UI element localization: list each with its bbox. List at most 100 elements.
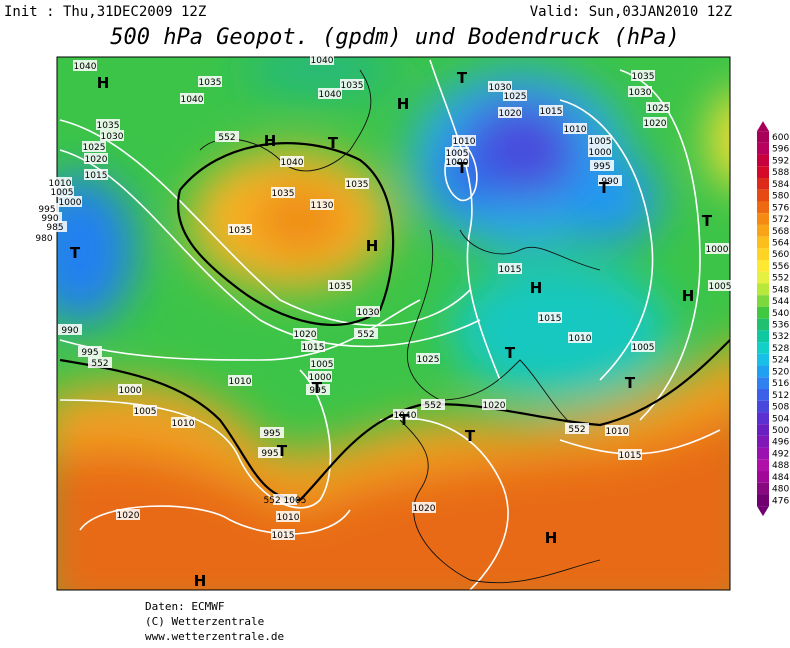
label-box (708, 280, 732, 291)
label-box (228, 224, 252, 235)
label-box (345, 178, 369, 189)
isobar-label: 1040 (319, 90, 342, 100)
label-box (198, 76, 222, 87)
isobar-label: 1010 (172, 419, 195, 429)
init-time: Init : Thu,31DEC2009 12Z (4, 4, 206, 20)
isobars (59, 59, 721, 590)
label-box (228, 375, 252, 386)
label-box (310, 358, 334, 369)
pressure-center: T (277, 442, 288, 460)
label-box (482, 399, 506, 410)
pressure-center: T (702, 212, 713, 230)
isobar-label: 1030 (489, 83, 512, 93)
isobar-label: 990 (61, 326, 78, 336)
label-box (445, 156, 469, 167)
isobar-label: 1035 (346, 180, 369, 190)
isobar-label: 995 (38, 205, 55, 215)
colorbar-label: 560 (772, 250, 789, 260)
colorbar-label: 592 (772, 156, 789, 166)
isobar-label: 1000 (59, 198, 82, 208)
label-box (118, 384, 142, 395)
isobar-label: 1010 (569, 334, 592, 344)
isobar-label: 1015 (302, 343, 325, 353)
label-box (646, 102, 670, 113)
label-box (276, 511, 300, 522)
label-box (631, 341, 655, 352)
isobar-label: 1040 (74, 62, 97, 72)
label-box (96, 119, 120, 130)
colorbar-swatch (757, 447, 769, 460)
colorbar-top-arrow (757, 121, 769, 132)
label-box (310, 199, 334, 210)
colorbar-swatch (757, 213, 769, 225)
colorbar-label: 556 (772, 262, 789, 272)
isobar-label: 1000 (309, 373, 332, 383)
label-box (273, 494, 297, 505)
colorbar-label: 600 (772, 133, 789, 143)
colorbar-label: 524 (772, 356, 789, 366)
label-box (328, 280, 352, 291)
isobar-label: 1005 (134, 407, 157, 417)
colorbar-swatch (757, 342, 769, 354)
label-box (43, 221, 67, 232)
colorbar-label: 520 (772, 367, 789, 377)
isobar-label: 1020 (294, 330, 317, 340)
isobar-label: 1015 (619, 451, 642, 461)
pressure-center: H (397, 95, 410, 113)
label-box (445, 147, 469, 158)
isobar-label: 1010 (229, 377, 252, 387)
footer-source: Daten: ECMWF (145, 600, 224, 613)
isobar-label: 1015 (499, 265, 522, 275)
label-box (310, 54, 334, 65)
isobar-label: 552 1005 (264, 496, 307, 506)
label-box (293, 328, 317, 339)
pressure-center: T (465, 427, 476, 445)
isobar-label: 1025 (647, 104, 670, 114)
isobar-label: 1035 (341, 81, 364, 91)
isobar-label: 552 (357, 330, 374, 340)
colorbar-label: 580 (772, 192, 789, 202)
pressure-center: T (70, 244, 81, 262)
title: 500 hPa Geopot. (gpdm) und Bodendruck (h… (110, 25, 680, 50)
label-box (416, 353, 440, 364)
isobar-label: 1015 (272, 531, 295, 541)
height-field (57, 57, 730, 590)
colorbar-swatch (757, 318, 769, 331)
isobar-label: 1040 (311, 56, 334, 66)
colorbar-swatch (757, 424, 769, 436)
isobar-label: 1030 (101, 132, 124, 142)
label-box (538, 312, 562, 323)
colorbar-swatch (757, 283, 769, 296)
isobar-label: 995 (309, 386, 326, 396)
isobar-label: 552 (424, 401, 441, 411)
isobar-label: 1020 (117, 511, 140, 521)
label-box (488, 81, 512, 92)
colorbar-label: 596 (772, 145, 789, 155)
isobar-label: 1010 (277, 513, 300, 523)
isobar-label: 990 (601, 177, 618, 187)
colorbar-bottom-arrow (757, 506, 769, 517)
isobar-label: 1005 (446, 149, 469, 159)
label-box (568, 332, 592, 343)
isobar-label: 1040 (394, 411, 417, 421)
label-box (588, 146, 612, 157)
isobar-label: 1000 (589, 148, 612, 158)
label-box (565, 423, 589, 434)
isobar-label: 1025 (417, 355, 440, 365)
colorbar-swatch (757, 400, 769, 413)
pressure-center: H (545, 529, 558, 547)
colorbar-label: 588 (772, 168, 789, 178)
colorbar-label: 584 (772, 180, 789, 190)
label-box (58, 196, 82, 207)
isobar-label: 1035 (97, 121, 120, 131)
colorbar-label: 568 (772, 227, 789, 237)
isobar-label: 1015 (540, 107, 563, 117)
colorbar-label: 576 (772, 203, 789, 213)
map-area (57, 57, 730, 590)
label-box (133, 405, 157, 416)
colorbar-swatch (757, 189, 769, 202)
label-box (73, 60, 97, 71)
isobar-label: 1005 (311, 360, 334, 370)
isobar-label: 1000 (706, 245, 729, 255)
